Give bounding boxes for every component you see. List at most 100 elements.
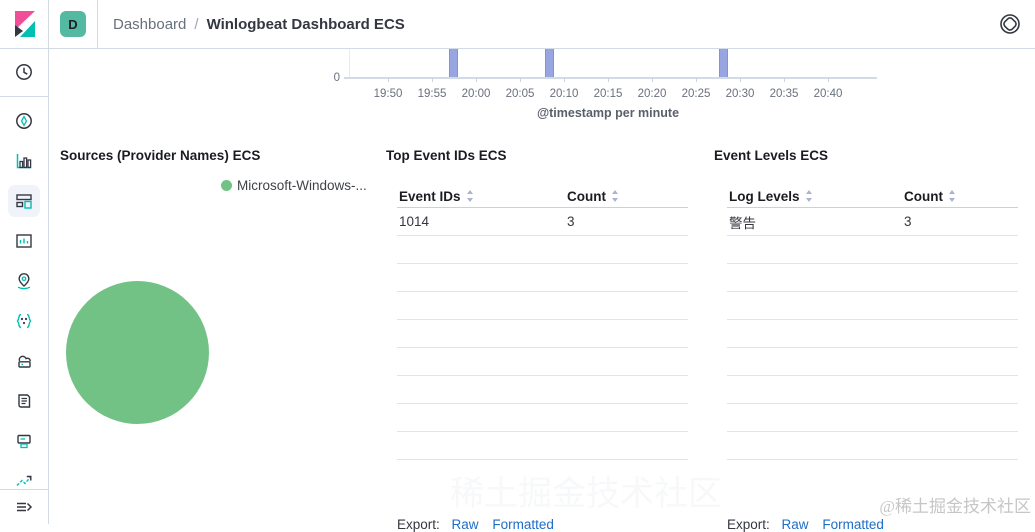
histogram-bar[interactable] bbox=[545, 48, 554, 78]
x-tick bbox=[388, 78, 389, 82]
export-formatted-link[interactable]: Formatted bbox=[492, 517, 554, 532]
y-axis-label: 0 bbox=[333, 72, 340, 84]
x-tick-label: 20:35 bbox=[769, 88, 799, 100]
x-tick-label: 20:05 bbox=[505, 88, 535, 100]
sidebar-item-uptime[interactable] bbox=[8, 425, 40, 457]
sidebar-item-visualize[interactable] bbox=[8, 145, 40, 177]
panel-title: Event Levels ECS bbox=[714, 148, 829, 163]
breadcrumb-dashboard-link[interactable]: Dashboard bbox=[113, 15, 187, 33]
sidebar-item-dashboard[interactable] bbox=[8, 185, 40, 217]
x-tick bbox=[696, 78, 697, 82]
sidebar-item-logs[interactable] bbox=[8, 385, 40, 417]
table-empty-row bbox=[397, 376, 688, 404]
cell-count: 3 bbox=[567, 214, 575, 229]
table-empty-row bbox=[727, 292, 1018, 320]
sidebar-item-infrastructure[interactable] bbox=[8, 345, 40, 377]
x-tick bbox=[828, 78, 829, 82]
column-header-count[interactable]: Count bbox=[565, 185, 688, 207]
x-tick bbox=[520, 78, 521, 82]
machine-learning-icon bbox=[14, 311, 34, 331]
breadcrumb: Dashboard / Winlogbeat Dashboard ECS bbox=[113, 0, 405, 48]
x-tick bbox=[740, 78, 741, 82]
table-empty-row bbox=[727, 264, 1018, 292]
table-header-row: Event IDs Count bbox=[397, 185, 688, 208]
histogram-bar[interactable] bbox=[449, 48, 458, 78]
sidebar-item-discover[interactable] bbox=[8, 105, 40, 137]
column-header-event-ids[interactable]: Event IDs bbox=[397, 185, 565, 207]
table-row[interactable]: 1014 3 bbox=[397, 208, 688, 236]
export-label: Export: bbox=[397, 517, 440, 532]
x-tick bbox=[652, 78, 653, 82]
x-tick-label: 20:00 bbox=[461, 88, 491, 100]
column-header-label: Log Levels bbox=[729, 188, 800, 204]
column-header-label: Count bbox=[567, 188, 606, 204]
column-header-label: Count bbox=[904, 188, 943, 204]
sort-icon bbox=[805, 190, 813, 202]
top-bar: D Dashboard / Winlogbeat Dashboard ECS bbox=[0, 0, 1035, 49]
table-row[interactable]: 警告 3 bbox=[727, 208, 1018, 236]
x-tick bbox=[476, 78, 477, 82]
x-tick bbox=[432, 78, 433, 82]
compass-icon bbox=[14, 111, 34, 131]
table-empty-row bbox=[727, 236, 1018, 264]
x-tick-label: 19:55 bbox=[417, 88, 447, 100]
uptime-monitor-icon bbox=[14, 431, 34, 451]
export-raw-link[interactable]: Raw bbox=[781, 517, 809, 532]
sort-icon bbox=[611, 190, 619, 202]
table-header-row: Log Levels Count bbox=[727, 185, 1018, 208]
export-raw-link[interactable]: Raw bbox=[451, 517, 479, 532]
sidebar-item-machine-learning[interactable] bbox=[8, 305, 40, 337]
sort-icon bbox=[948, 190, 956, 202]
table-empty-row bbox=[727, 376, 1018, 404]
event-ids-table: Event IDs Count 1014 3 bbox=[397, 185, 688, 460]
logs-scroll-icon bbox=[14, 391, 34, 411]
log-levels-table: Log Levels Count 警告 3 bbox=[727, 185, 1018, 460]
table-empty-row bbox=[397, 404, 688, 432]
histogram-y-axis bbox=[349, 48, 350, 77]
header-divider bbox=[97, 0, 98, 48]
pie-slice[interactable] bbox=[66, 281, 209, 424]
sidebar-divider bbox=[0, 96, 48, 97]
cell-count: 3 bbox=[904, 214, 912, 229]
column-header-label: Event IDs bbox=[399, 188, 461, 204]
sidebar-collapse-button[interactable] bbox=[8, 491, 40, 523]
panel-title: Sources (Provider Names) ECS bbox=[60, 148, 261, 163]
table-empty-row bbox=[727, 348, 1018, 376]
legend-item[interactable]: Microsoft-Windows-... bbox=[221, 178, 367, 193]
legend-color-dot bbox=[221, 180, 232, 191]
table-empty-row bbox=[397, 320, 688, 348]
table-empty-row bbox=[727, 432, 1018, 460]
column-header-log-levels[interactable]: Log Levels bbox=[727, 185, 902, 207]
table-empty-row bbox=[727, 320, 1018, 348]
x-tick bbox=[784, 78, 785, 82]
clock-icon bbox=[14, 62, 34, 82]
sidebar-item-maps[interactable] bbox=[8, 265, 40, 297]
breadcrumb-separator: / bbox=[194, 15, 199, 33]
column-header-count[interactable]: Count bbox=[902, 185, 1018, 207]
x-tick-label: 20:25 bbox=[681, 88, 711, 100]
table-empty-row bbox=[397, 264, 688, 292]
kibana-logo[interactable] bbox=[13, 10, 37, 38]
sidebar-item-metrics[interactable] bbox=[8, 465, 40, 497]
export-formatted-link[interactable]: Formatted bbox=[822, 517, 884, 532]
space-switcher-button[interactable]: D bbox=[60, 11, 86, 37]
cloud-server-icon bbox=[14, 351, 34, 371]
sidebar-item-recently-viewed[interactable] bbox=[8, 56, 40, 88]
export-label: Export: bbox=[727, 517, 770, 532]
table-empty-row bbox=[397, 432, 688, 460]
sidebar-item-canvas[interactable] bbox=[8, 225, 40, 257]
table-empty-row bbox=[727, 404, 1018, 432]
x-axis-title: @timestamp per minute bbox=[536, 106, 680, 120]
sort-icon bbox=[466, 190, 474, 202]
dashboard-icon bbox=[14, 191, 34, 211]
x-tick-label: 20:30 bbox=[725, 88, 755, 100]
help-button[interactable] bbox=[998, 12, 1022, 36]
table-empty-row bbox=[397, 236, 688, 264]
export-footer: Export: Raw Formatted bbox=[397, 517, 564, 532]
cell-log-level: 警告 bbox=[729, 215, 756, 231]
legend-label: Microsoft-Windows-... bbox=[237, 178, 367, 193]
canvas-frame-icon bbox=[14, 231, 34, 251]
histogram-bar[interactable] bbox=[719, 48, 728, 78]
faint-watermark: 稀土掘金技术社区 bbox=[450, 476, 722, 513]
sidebar-divider bbox=[0, 489, 48, 490]
